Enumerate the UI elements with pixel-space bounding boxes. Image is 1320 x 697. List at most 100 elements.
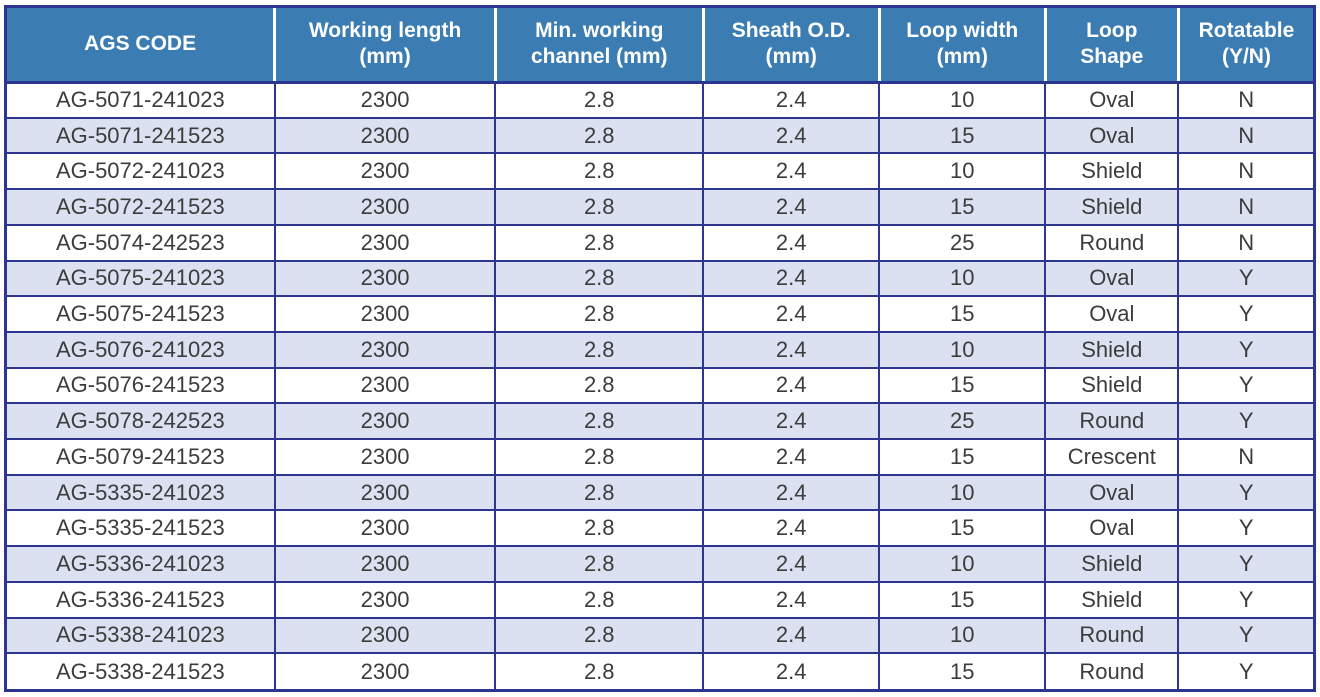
column-header-ags_code: AGS CODE bbox=[7, 8, 277, 84]
cell-rotatable_yn: Y bbox=[1177, 366, 1313, 405]
cell-loop_shape: Round bbox=[1044, 402, 1180, 441]
cell-min_working_channel_mm: 2.8 bbox=[494, 509, 705, 548]
cell-loop_shape: Oval bbox=[1044, 509, 1180, 548]
cell-loop_shape: Shield bbox=[1044, 545, 1180, 583]
cell-ags_code: AG-5074-242523 bbox=[7, 223, 276, 262]
cell-loop_shape: Shield bbox=[1044, 152, 1180, 191]
cell-min_working_channel_mm: 2.8 bbox=[494, 473, 705, 512]
cell-working_length_mm: 2300 bbox=[273, 438, 497, 476]
table-row: AG-5338-241523 2300 2.8 2.4 15 Round Y bbox=[7, 652, 1313, 689]
table-row: AG-5335-241023 2300 2.8 2.4 10 Oval Y bbox=[7, 473, 1313, 512]
cell-ags_code: AG-5336-241023 bbox=[7, 545, 276, 583]
cell-sheath_od_mm: 2.4 bbox=[702, 116, 881, 155]
cell-min_working_channel_mm: 2.8 bbox=[494, 616, 705, 655]
cell-working_length_mm: 2300 bbox=[273, 223, 497, 262]
table-row: AG-5078-242523 2300 2.8 2.4 25 Round Y bbox=[7, 402, 1313, 441]
cell-working_length_mm: 2300 bbox=[273, 616, 497, 655]
cell-rotatable_yn: Y bbox=[1177, 295, 1313, 333]
cell-ags_code: AG-5075-241023 bbox=[7, 259, 276, 298]
cell-ags_code: AG-5071-241523 bbox=[7, 116, 276, 155]
cell-rotatable_yn: Y bbox=[1177, 652, 1313, 689]
cell-working_length_mm: 2300 bbox=[273, 152, 497, 191]
cell-working_length_mm: 2300 bbox=[273, 81, 497, 119]
cell-sheath_od_mm: 2.4 bbox=[702, 223, 881, 262]
cell-sheath_od_mm: 2.4 bbox=[702, 652, 881, 689]
cell-rotatable_yn: Y bbox=[1177, 473, 1313, 512]
cell-loop_shape: Crescent bbox=[1044, 438, 1180, 476]
cell-working_length_mm: 2300 bbox=[273, 188, 497, 226]
cell-ags_code: AG-5076-241523 bbox=[7, 366, 276, 405]
table-body: AG-5071-241023 2300 2.8 2.4 10 Oval N AG-5071-2… bbox=[7, 81, 1313, 689]
cell-rotatable_yn: Y bbox=[1177, 580, 1313, 619]
table-row: AG-5079-241523 2300 2.8 2.4 15 Crescent N bbox=[7, 438, 1313, 476]
cell-ags_code: AG-5072-241523 bbox=[7, 188, 276, 226]
cell-ags_code: AG-5072-241023 bbox=[7, 152, 276, 191]
table-row: AG-5071-241023 2300 2.8 2.4 10 Oval N bbox=[7, 81, 1313, 119]
cell-working_length_mm: 2300 bbox=[273, 116, 497, 155]
cell-sheath_od_mm: 2.4 bbox=[702, 438, 881, 476]
cell-loop_width_mm: 25 bbox=[878, 402, 1047, 441]
table-row: AG-5075-241523 2300 2.8 2.4 15 Oval Y bbox=[7, 295, 1313, 333]
cell-ags_code: AG-5336-241523 bbox=[7, 580, 276, 619]
cell-rotatable_yn: N bbox=[1177, 438, 1313, 476]
table-row: AG-5336-241523 2300 2.8 2.4 15 Shield Y bbox=[7, 580, 1313, 619]
cell-working_length_mm: 2300 bbox=[273, 509, 497, 548]
cell-rotatable_yn: Y bbox=[1177, 402, 1313, 441]
cell-ags_code: AG-5335-241523 bbox=[7, 509, 276, 548]
cell-loop_shape: Oval bbox=[1044, 473, 1180, 512]
column-header-working_length_mm: Working length (mm) bbox=[274, 8, 497, 84]
cell-sheath_od_mm: 2.4 bbox=[702, 295, 881, 333]
table-row: AG-5071-241523 2300 2.8 2.4 15 Oval N bbox=[7, 116, 1313, 155]
cell-working_length_mm: 2300 bbox=[273, 402, 497, 441]
table-row: AG-5336-241023 2300 2.8 2.4 10 Shield Y bbox=[7, 545, 1313, 583]
column-header-rotatable_yn: Rotatable (Y/N) bbox=[1178, 8, 1313, 84]
cell-ags_code: AG-5071-241023 bbox=[7, 81, 276, 119]
cell-loop_width_mm: 10 bbox=[878, 152, 1047, 191]
cell-working_length_mm: 2300 bbox=[273, 366, 497, 405]
table-row: AG-5072-241023 2300 2.8 2.4 10 Shield N bbox=[7, 152, 1313, 191]
cell-ags_code: AG-5338-241023 bbox=[7, 616, 276, 655]
cell-loop_shape: Oval bbox=[1044, 295, 1180, 333]
cell-loop_shape: Oval bbox=[1044, 81, 1180, 119]
table-row: AG-5335-241523 2300 2.8 2.4 15 Oval Y bbox=[7, 509, 1313, 548]
cell-rotatable_yn: N bbox=[1177, 116, 1313, 155]
cell-loop_shape: Round bbox=[1044, 652, 1180, 689]
cell-working_length_mm: 2300 bbox=[273, 580, 497, 619]
cell-sheath_od_mm: 2.4 bbox=[702, 152, 881, 191]
cell-loop_shape: Round bbox=[1044, 616, 1180, 655]
cell-sheath_od_mm: 2.4 bbox=[702, 580, 881, 619]
cell-loop_width_mm: 10 bbox=[878, 473, 1047, 512]
cell-min_working_channel_mm: 2.8 bbox=[494, 259, 705, 298]
cell-min_working_channel_mm: 2.8 bbox=[494, 81, 705, 119]
cell-rotatable_yn: N bbox=[1177, 223, 1313, 262]
cell-loop_width_mm: 25 bbox=[878, 223, 1047, 262]
cell-rotatable_yn: Y bbox=[1177, 259, 1313, 298]
cell-loop_shape: Shield bbox=[1044, 580, 1180, 619]
cell-rotatable_yn: Y bbox=[1177, 509, 1313, 548]
cell-min_working_channel_mm: 2.8 bbox=[494, 152, 705, 191]
cell-loop_width_mm: 15 bbox=[878, 188, 1047, 226]
cell-rotatable_yn: N bbox=[1177, 81, 1313, 119]
cell-sheath_od_mm: 2.4 bbox=[702, 616, 881, 655]
table-row: AG-5076-241023 2300 2.8 2.4 10 Shield Y bbox=[7, 330, 1313, 369]
cell-loop_shape: Oval bbox=[1044, 259, 1180, 298]
cell-min_working_channel_mm: 2.8 bbox=[494, 438, 705, 476]
cell-sheath_od_mm: 2.4 bbox=[702, 366, 881, 405]
table-row: AG-5072-241523 2300 2.8 2.4 15 Shield N bbox=[7, 188, 1313, 226]
cell-min_working_channel_mm: 2.8 bbox=[494, 545, 705, 583]
cell-working_length_mm: 2300 bbox=[273, 330, 497, 369]
cell-min_working_channel_mm: 2.8 bbox=[494, 116, 705, 155]
cell-loop_width_mm: 15 bbox=[878, 509, 1047, 548]
cell-sheath_od_mm: 2.4 bbox=[702, 509, 881, 548]
cell-sheath_od_mm: 2.4 bbox=[702, 81, 881, 119]
cell-loop_width_mm: 10 bbox=[878, 616, 1047, 655]
cell-loop_width_mm: 15 bbox=[878, 652, 1047, 689]
cell-loop_shape: Round bbox=[1044, 223, 1180, 262]
column-header-sheath_od_mm: Sheath O.D. (mm) bbox=[703, 8, 881, 84]
cell-ags_code: AG-5335-241023 bbox=[7, 473, 276, 512]
cell-rotatable_yn: Y bbox=[1177, 616, 1313, 655]
cell-loop_width_mm: 15 bbox=[878, 366, 1047, 405]
cell-loop_width_mm: 15 bbox=[878, 580, 1047, 619]
cell-sheath_od_mm: 2.4 bbox=[702, 259, 881, 298]
cell-rotatable_yn: Y bbox=[1177, 545, 1313, 583]
